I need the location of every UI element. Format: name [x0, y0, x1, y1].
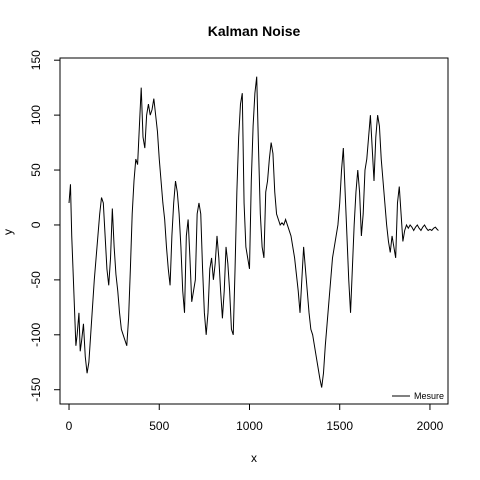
y-tick-label: 0	[29, 221, 43, 228]
series-line-mesure	[68, 76, 439, 388]
x-tick-label: 0	[66, 419, 73, 433]
chart-title: Kalman Noise	[208, 23, 301, 39]
y-axis-label: y	[1, 229, 15, 235]
x-tick-label: 1500	[326, 419, 353, 433]
x-axis: 0 500 1000 1500 2000	[66, 403, 444, 433]
y-tick-label: -100	[29, 322, 43, 346]
y-tick-label: -50	[29, 271, 43, 289]
x-tick-label: 2000	[417, 419, 444, 433]
y-tick-label: 100	[29, 105, 43, 125]
legend: Mesure	[392, 391, 444, 401]
y-tick-label: 50	[29, 163, 43, 177]
y-tick-label: 150	[29, 50, 43, 70]
legend-label-mesure: Mesure	[414, 391, 444, 401]
y-tick-label: -150	[29, 377, 43, 401]
x-tick-label: 500	[149, 419, 169, 433]
x-tick-label: 1000	[236, 419, 263, 433]
y-axis: -150 -100 -50 0 50 100 150	[29, 50, 61, 402]
x-axis-label: x	[251, 451, 257, 465]
